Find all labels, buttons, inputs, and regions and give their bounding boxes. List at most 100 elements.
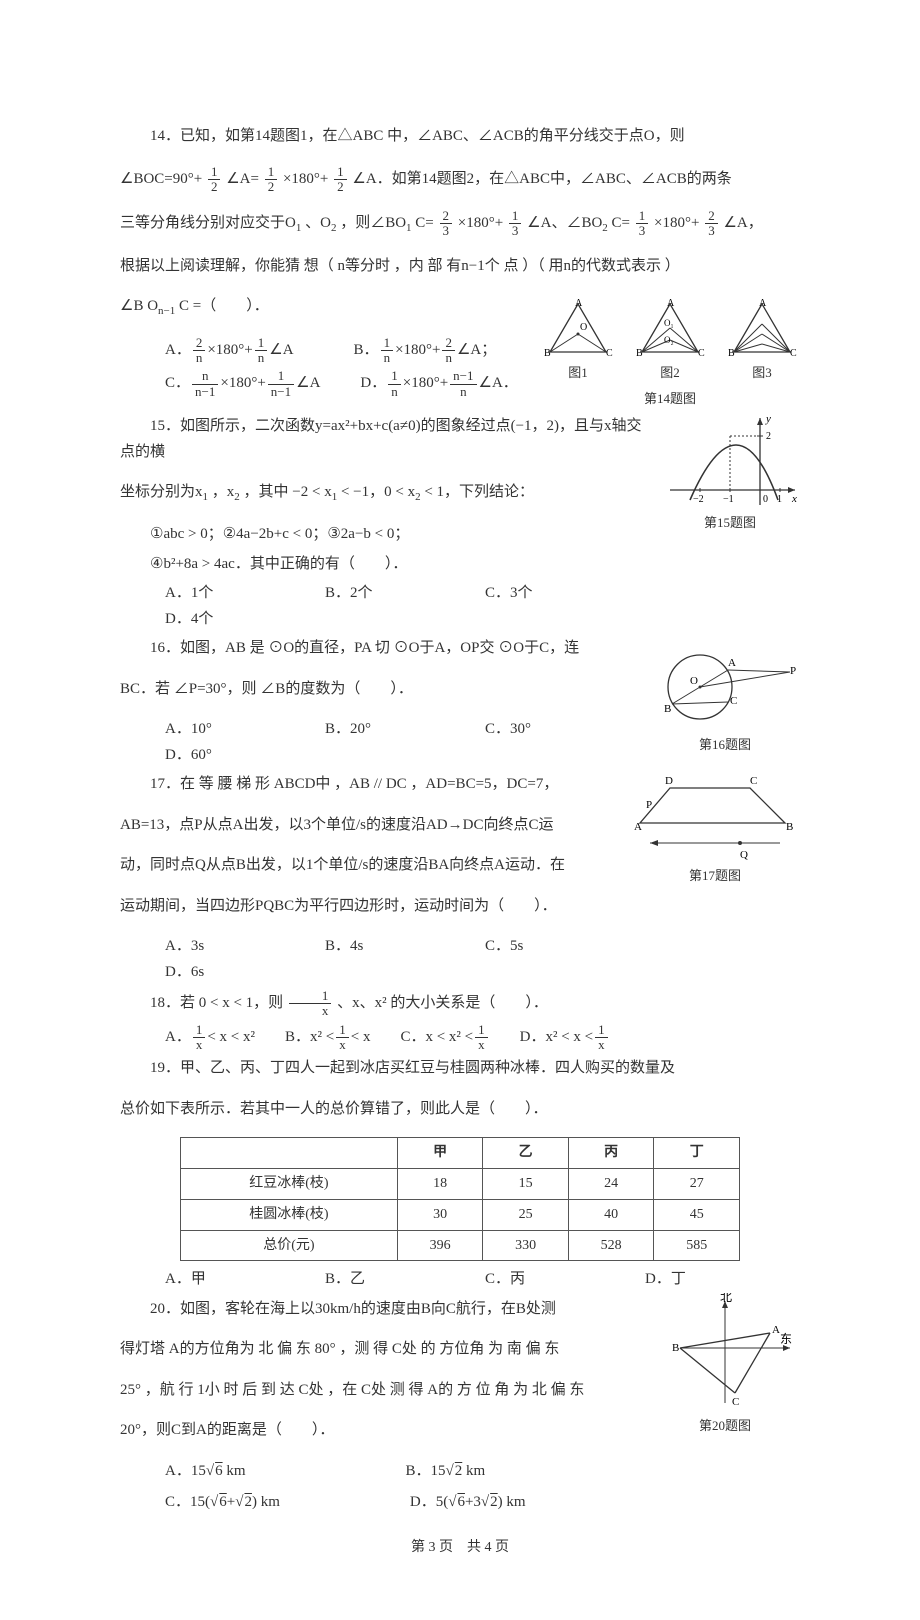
svg-text:B: B <box>728 348 735 359</box>
svg-text:B: B <box>664 703 671 715</box>
q14-line4: 根据以上阅读理解，你能猜 想（ n等分时 ，内 部 有n−1个 点 ）（ 用n的… <box>120 254 800 280</box>
page-footer: 第 3 页 共 4 页 <box>120 1536 800 1560</box>
svg-text:O: O <box>580 322 587 333</box>
svg-text:P: P <box>790 665 796 677</box>
svg-text:2: 2 <box>766 431 771 442</box>
q20-line4: 20°，则C到A的距离是（ ）． <box>120 1418 640 1444</box>
frac-half: 12 <box>208 165 221 195</box>
table-row: 红豆冰棒(枝)18152427 <box>181 1169 740 1200</box>
q18-opt-b: B．x² <1x< x <box>285 1023 370 1053</box>
question-16: A B C O P 第16题图 16．如图，AB 是 ⊙O的直径，PA 切 ⊙O… <box>120 632 800 768</box>
table-row: 总价(元)396330528585 <box>181 1230 740 1261</box>
q19-opt-b: B．乙 <box>325 1267 445 1293</box>
svg-text:−1: −1 <box>723 494 734 505</box>
q14-options: A．2n×180°+1n∠A B．1n×180°+2n∠A； C．nn−1×18… <box>165 336 530 399</box>
q18-opt-d: D．x² < x <1x <box>520 1023 610 1053</box>
svg-text:北: 北 <box>720 1293 732 1304</box>
q19-line2: 总价如下表所示．若其中一人的总价算错了，则此人是（ ）． <box>120 1097 800 1123</box>
q18-opt-c: C．x < x² <1x <box>400 1023 489 1053</box>
svg-text:C: C <box>750 775 757 787</box>
q19-table: 甲 乙 丙 丁 红豆冰棒(枝)18152427 桂圆冰棒(枝)30254045 … <box>180 1137 740 1261</box>
svg-text:O: O <box>690 675 698 687</box>
q15-opt-c: C．3个 <box>485 581 605 607</box>
q20-figure: 北 东 B A C 第20题图 <box>650 1293 800 1437</box>
svg-text:0: 0 <box>763 494 768 505</box>
svg-text:C: C <box>698 348 705 359</box>
q19-opt-c: C．丙 <box>485 1267 605 1293</box>
svg-text:x: x <box>791 493 797 505</box>
q14-line3: 三等分角线分别对应交于O1 、O2 ，则∠BO1 C= 23 ×180°+ 13… <box>120 209 800 239</box>
q20-opt-d: D．5(√6+3√2) km <box>410 1490 526 1516</box>
q16-line1: 16．如图，AB 是 ⊙O的直径，PA 切 ⊙O于A，OP交 ⊙O于C，连 <box>120 636 640 662</box>
q14-opt-a: A．2n×180°+1n∠A <box>165 336 294 366</box>
q14-fig3: A B C <box>726 298 798 360</box>
svg-text:P: P <box>646 799 652 811</box>
q16-opt-d: D．60° <box>165 743 285 769</box>
question-15: x y −2 −1 0 1 2 第15题图 15．如图所示，二次函数y=ax²+… <box>120 410 800 632</box>
svg-text:C: C <box>790 348 797 359</box>
q19-opt-a: A．甲 <box>165 1267 285 1293</box>
table-row-header: 甲 乙 丙 丁 <box>181 1138 740 1169</box>
q14-opt-b: B．1n×180°+2n∠A； <box>354 336 497 366</box>
q17-opt-b: B．4s <box>325 934 445 960</box>
svg-text:B: B <box>636 348 643 359</box>
question-14: 14．已知，如第14题图1，在△ABC 中，∠ABC、∠ACB的角平分线交于点O… <box>120 124 800 410</box>
q20-opt-b: B．15√2 km <box>406 1459 486 1485</box>
svg-text:y: y <box>765 413 771 425</box>
q20-line3: 25° ，航 行 1小 时 后 到 达 C处 ，在 C处 测 得 A的 方 位 … <box>120 1378 640 1404</box>
q20-opt-c: C．15(√6+√2) km <box>165 1490 280 1516</box>
q17-opt-d: D．6s <box>165 960 285 986</box>
q19-opt-d: D．丁 <box>645 1267 765 1293</box>
q17-trapezoid: D C A B P Q <box>630 768 800 863</box>
q19-options: A．甲 B．乙 C．丙 D．丁 <box>165 1267 800 1293</box>
q16-opt-c: C．30° <box>485 717 605 743</box>
svg-text:−2: −2 <box>693 494 704 505</box>
q17-line3: 动，同时点Q从点B出发，以1个单位/s的速度沿BA向终点A运动．在 <box>120 853 620 879</box>
q15-parabola: x y −2 −1 0 1 2 <box>660 410 800 510</box>
q14-fig1: A B C O <box>542 298 614 360</box>
q15-opt-d: D．4个 <box>165 607 285 633</box>
svg-text:A: A <box>634 821 642 833</box>
q15-figure: x y −2 −1 0 1 2 第15题图 <box>660 410 800 534</box>
q14-line2: ∠BOC=90°+ 12 ∠A= 12 ×180°+ 12 ∠A．如第14题图2… <box>120 165 800 195</box>
q18-stem: 18．若 0 < x < 1，则 1x 、x、x² 的大小关系是（ ）． <box>120 989 800 1019</box>
q20-opt-a: A．15√6 km <box>165 1459 246 1485</box>
question-19: 19．甲、乙、丙、丁四人一起到冰店买红豆与桂圆两种冰棒．四人购买的数量及 总价如… <box>120 1056 800 1293</box>
svg-text:O₂: O₂ <box>664 335 674 345</box>
q14-opt-d: D．1n×180°+n−1n∠A． <box>360 369 517 399</box>
q16-figure: A B C O P 第16题图 <box>650 632 800 756</box>
table-row: 桂圆冰棒(枝)30254045 <box>181 1199 740 1230</box>
svg-text:C: C <box>730 695 737 707</box>
svg-text:A: A <box>759 298 767 309</box>
q18-options: A．1x< x < x² B．x² <1x< x C．x < x² <1x D．… <box>165 1023 800 1053</box>
q14-fig2: A B C O₁ O₂ <box>634 298 706 360</box>
q15-line1: 15．如图所示，二次函数y=ax²+bx+c(a≠0)的图象经过点(−1，2)，… <box>120 414 650 465</box>
svg-text:A: A <box>728 657 736 669</box>
q17-options: A．3s B．4s C．5s D．6s <box>165 934 620 985</box>
q19-line1: 19．甲、乙、丙、丁四人一起到冰店买红豆与桂圆两种冰棒．四人购买的数量及 <box>120 1056 800 1082</box>
svg-text:B: B <box>786 821 793 833</box>
svg-text:A: A <box>575 298 583 309</box>
svg-text:C: C <box>732 1396 739 1408</box>
q20-line1: 20．如图，客轮在海上以30km/h的速度由B向C航行，在B处测 <box>120 1297 640 1323</box>
q16-opt-a: A．10° <box>165 717 285 743</box>
q15-stmt2: ④b²+8a > 4ac．其中正确的有（ ）． <box>120 552 650 578</box>
question-17: D C A B P Q 第17题图 17．在 等 腰 梯 形 ABCD中 ，AB… <box>120 768 800 985</box>
question-18: 18．若 0 < x < 1，则 1x 、x、x² 的大小关系是（ ）． A．1… <box>120 989 800 1052</box>
svg-text:东: 东 <box>780 1332 792 1346</box>
q16-options: A．10° B．20° C．30° D．60° <box>165 717 640 768</box>
svg-text:O₁: O₁ <box>664 318 674 328</box>
q15-opt-b: B．2个 <box>325 581 445 607</box>
q20-line2: 得灯塔 A的方位角为 北 偏 东 80° ，测 得 C处 的 方位角 为 南 偏… <box>120 1337 640 1363</box>
q17-figure: D C A B P Q 第17题图 <box>630 768 800 887</box>
svg-text:A: A <box>667 298 675 309</box>
q17-line1: 17．在 等 腰 梯 形 ABCD中 ，AB // DC ，AD=BC=5，DC… <box>120 772 620 798</box>
q15-stmt1: ①abc > 0；②4a−2b+c < 0；③2a−b < 0； <box>120 522 650 548</box>
q16-circle: A B C O P <box>650 632 800 732</box>
question-20: 北 东 B A C 第20题图 20．如图，客轮在海上以30km/h的速度由B向… <box>120 1293 800 1516</box>
q17-opt-a: A．3s <box>165 934 285 960</box>
q17-line4: 运动期间，当四边形PQBC为平行四边形时，运动时间为（ ）． <box>120 894 620 920</box>
svg-text:Q: Q <box>740 849 748 861</box>
q14-line1: 14．已知，如第14题图1，在△ABC 中，∠ABC、∠ACB的角平分线交于点O… <box>120 124 800 150</box>
q15-options: A．1个 B．2个 C．3个 D．4个 <box>165 581 650 632</box>
